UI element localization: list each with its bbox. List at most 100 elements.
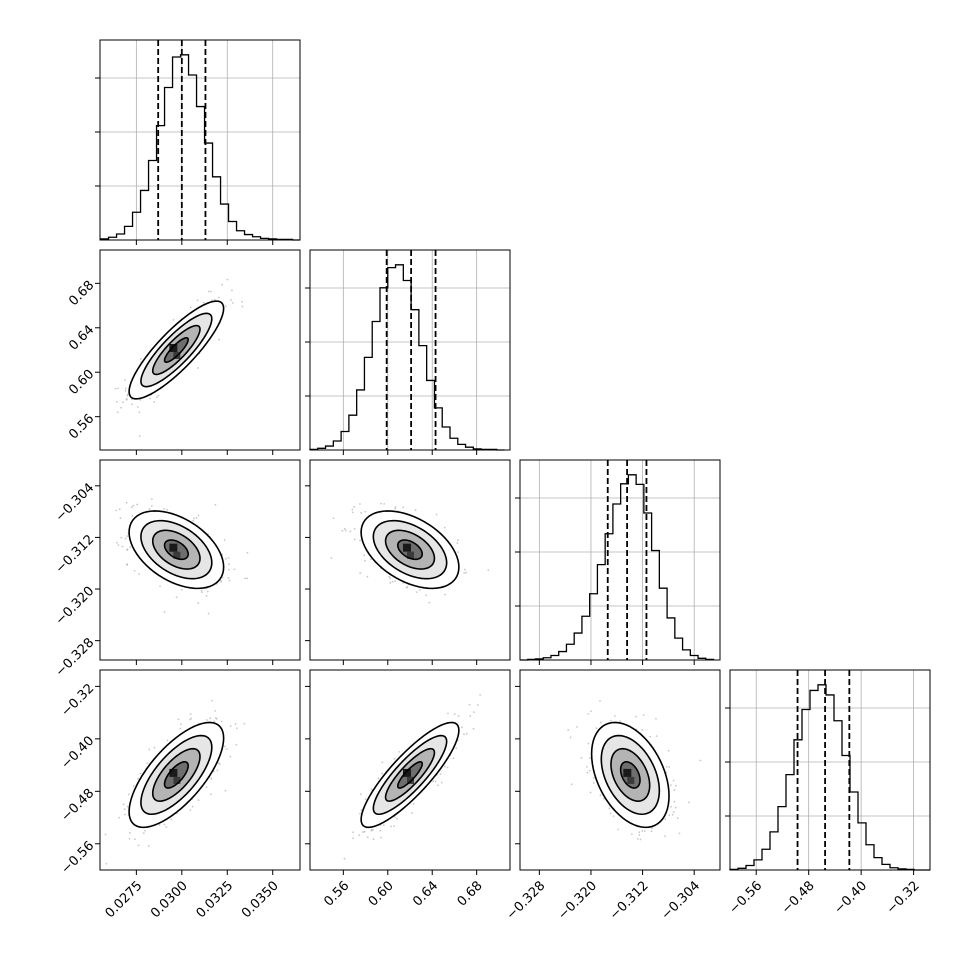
contour-line: [140, 519, 213, 580]
scatter-point: [447, 712, 449, 715]
scatter-point: [105, 862, 108, 865]
scatter-point: [159, 585, 161, 588]
scatter-point: [124, 813, 126, 816]
panel-frame: [519, 459, 721, 661]
hist-panel-p0: [95, 39, 301, 245]
scatter-point: [587, 742, 590, 745]
scatter-panel-p2-p3: [515, 669, 721, 875]
scatter-point: [243, 722, 246, 725]
scatter-point: [189, 809, 192, 812]
scatter-point: [349, 530, 352, 533]
scatter-point: [380, 502, 382, 505]
panel-frame: [309, 249, 511, 451]
scatter-point: [641, 830, 644, 832]
scatter-point: [207, 290, 210, 293]
scatter-point: [332, 517, 335, 520]
scatter-point: [210, 777, 213, 780]
scatter-point: [443, 765, 446, 768]
contour-line: [163, 539, 189, 561]
scatter-point: [364, 559, 366, 562]
scatter-point: [127, 793, 130, 796]
scatter-point: [136, 405, 139, 408]
scatter-point: [201, 591, 203, 594]
contour-line: [151, 529, 201, 570]
scatter-point: [122, 803, 125, 806]
scatter-point: [393, 757, 396, 760]
scatter-point: [138, 435, 141, 438]
scatter-point: [370, 788, 373, 791]
contour-line: [384, 529, 436, 570]
scatter-point: [148, 508, 151, 511]
scatter-point: [202, 301, 205, 304]
scatter-point: [234, 723, 237, 725]
scatter-point: [231, 302, 234, 304]
scatter-point: [179, 727, 182, 730]
scatter-point: [139, 398, 142, 401]
scatter-point: [359, 812, 361, 815]
scatter-point: [233, 568, 236, 571]
scatter-point: [193, 517, 195, 520]
scatter-point: [377, 777, 380, 780]
contour-line: [600, 734, 661, 816]
scatter-point: [487, 569, 490, 572]
scatter-point: [380, 836, 382, 839]
scatter-point: [205, 786, 208, 788]
scatter-point: [137, 844, 140, 847]
scatter-point: [241, 300, 243, 303]
scatter-point: [163, 611, 166, 613]
y-tick-label: −0.48: [59, 786, 98, 825]
scatter-point: [114, 387, 117, 390]
scatter-point: [463, 572, 466, 574]
scatter-point: [121, 401, 124, 404]
scatter-point: [205, 595, 208, 597]
scatter-panel-p0-p3: [95, 669, 301, 875]
y-tick-label: −0.40: [59, 734, 98, 773]
contour-line: [396, 539, 424, 561]
x-tick-label: −0.48: [779, 878, 818, 917]
contour-line: [610, 747, 651, 802]
scatter-point: [228, 563, 230, 566]
scatter-point: [195, 516, 198, 519]
scatter-point: [211, 299, 213, 302]
scatter-point: [359, 503, 361, 505]
scatter-point: [224, 305, 227, 308]
scatter-point: [215, 717, 218, 720]
scatter-point: [221, 283, 224, 286]
scatter-point: [227, 557, 230, 559]
scatter-point: [472, 727, 475, 730]
histogram-p3: [729, 684, 930, 871]
scatter-point: [166, 739, 169, 742]
contour-line: [372, 734, 448, 816]
scatter-point: [138, 573, 141, 575]
scatter-point: [593, 776, 595, 779]
scatter-point: [636, 838, 639, 840]
x-tick-label: −0.320: [555, 878, 600, 923]
scatter-point: [439, 773, 442, 776]
hist-panel-p1: [305, 249, 511, 455]
panel-frame: [99, 459, 301, 661]
scatter-point: [246, 551, 249, 554]
scatter-point: [330, 557, 333, 560]
scatter-point: [394, 507, 397, 510]
scatter-point: [609, 812, 612, 815]
scatter-point: [586, 771, 589, 774]
scatter-point: [452, 757, 455, 760]
scatter-point: [229, 755, 232, 758]
scatter-point: [599, 700, 601, 702]
x-tick-label: 0.0325: [194, 878, 237, 921]
scatter-point: [213, 720, 216, 723]
scatter-point: [635, 715, 637, 718]
scatter-point: [214, 503, 217, 506]
scatter-point: [116, 541, 118, 544]
scatter-point: [655, 717, 657, 720]
scatter-point: [157, 394, 160, 397]
panel-frame: [729, 669, 931, 871]
scatter-point: [643, 830, 646, 832]
scatter-point: [126, 805, 129, 808]
scatter-point: [224, 789, 227, 792]
scatter-point: [363, 554, 366, 557]
scatter-point: [588, 769, 591, 772]
x-tick-label: −0.32: [884, 878, 923, 917]
scatter-point: [366, 575, 369, 578]
scatter-point: [669, 784, 672, 787]
